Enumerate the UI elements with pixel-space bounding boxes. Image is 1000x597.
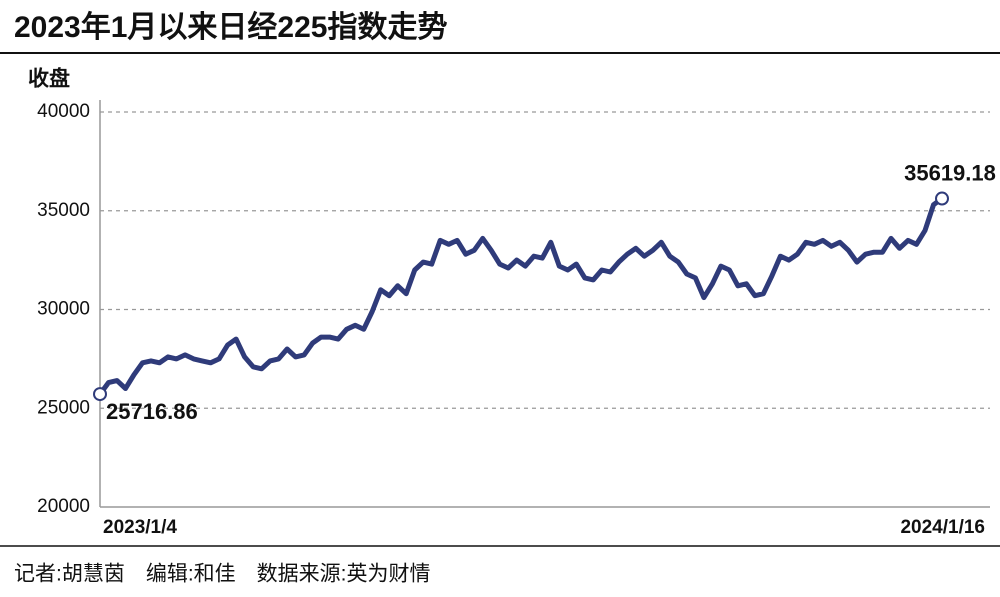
data-label: 35619.18 [904, 160, 996, 185]
y-tick-label: 25000 [37, 397, 90, 418]
source-note: 记者:胡慧茵 编辑:和佳 数据来源:英为财情 [14, 563, 431, 586]
chart-title: 2023年1月以来日经225指数走势 [14, 10, 447, 44]
end-marker [935, 191, 949, 206]
y-tick-label: 40000 [37, 101, 90, 122]
y-tick-label: 35000 [37, 200, 90, 221]
data-label: 25716.86 [106, 399, 198, 424]
x-tick-label: 2023/1/4 [103, 517, 177, 538]
x-tick-label: 2024/1/16 [900, 517, 985, 538]
end-marker [93, 387, 107, 402]
y-tick-label: 30000 [37, 299, 90, 320]
line-series [97, 196, 945, 397]
y-axis-label: 收盘 [28, 67, 70, 91]
y-tick-label: 20000 [37, 496, 90, 517]
